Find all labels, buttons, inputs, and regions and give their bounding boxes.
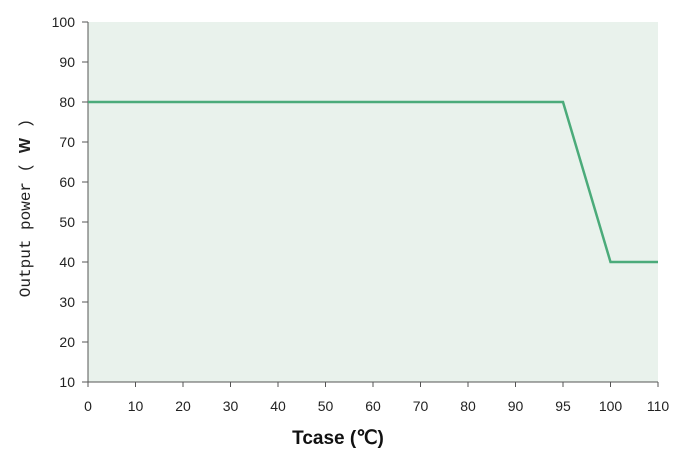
x-tick-label: 20 bbox=[175, 398, 191, 414]
tick-marks bbox=[82, 21, 659, 387]
x-tick-label: 10 bbox=[128, 398, 144, 414]
x-tick-label: 95 bbox=[555, 398, 571, 414]
y-tick-label: 100 bbox=[52, 14, 76, 30]
x-tick-label: 110 bbox=[647, 398, 670, 414]
y-axis-title: Output power ( W ) bbox=[17, 119, 35, 297]
y-axis-title-open-paren: ( bbox=[17, 163, 35, 173]
y-tick-label: 90 bbox=[59, 54, 75, 70]
y-tick-label: 40 bbox=[59, 254, 75, 270]
y-tick-label: 70 bbox=[59, 134, 75, 150]
x-tick-label: 30 bbox=[223, 398, 239, 414]
y-tick-label: 50 bbox=[59, 214, 75, 230]
y-tick-label: 10 bbox=[59, 374, 75, 390]
y-axis-title-unit: W bbox=[17, 137, 34, 153]
x-tick-label: 40 bbox=[270, 398, 286, 414]
x-tick-label: 60 bbox=[365, 398, 381, 414]
tick-labels: 0 10 20 30 40 50 60 70 80 90 95 100 110 10 20 30 40 50 60 7… bbox=[52, 14, 670, 414]
y-axis-title-text: Output power bbox=[17, 182, 35, 297]
x-tick-label: 80 bbox=[460, 398, 476, 414]
x-tick-label: 100 bbox=[599, 398, 623, 414]
y-tick-label: 20 bbox=[59, 334, 75, 350]
x-tick-label: 70 bbox=[413, 398, 429, 414]
x-tick-label: 50 bbox=[318, 398, 334, 414]
x-tick-label: 0 bbox=[84, 398, 92, 414]
plot-area bbox=[88, 22, 658, 382]
series-line-output-power bbox=[88, 100, 658, 264]
x-tick-label: 90 bbox=[508, 398, 524, 414]
y-tick-label: 60 bbox=[59, 174, 75, 190]
y-axis-title-close-paren: ) bbox=[17, 119, 35, 129]
y-tick-label: 80 bbox=[59, 94, 75, 110]
x-axis-title: Tcase (℃) bbox=[292, 428, 384, 449]
y-tick-label: 30 bbox=[59, 294, 75, 310]
